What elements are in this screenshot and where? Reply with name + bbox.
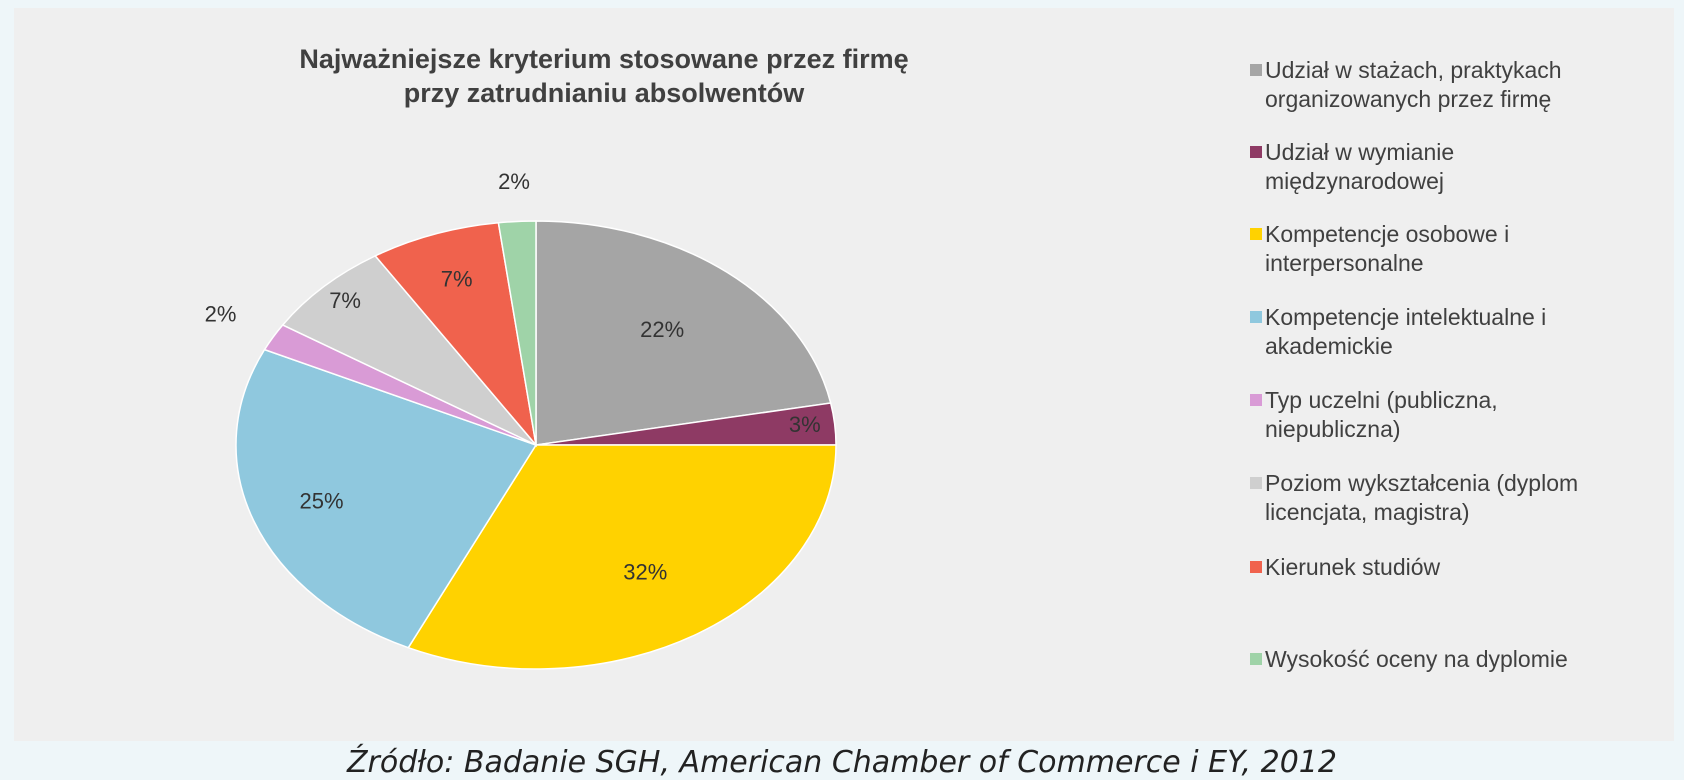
legend-label-7: Kierunek studiów [1265,554,1441,580]
chart-title: Najważniejsze kryterium stosowane przez … [194,42,1014,110]
pie-data-label-4: 25% [299,489,343,514]
pie-data-label-2: 3% [789,412,821,437]
legend-swatch-8 [1250,653,1262,665]
legend-swatch-6 [1250,477,1262,489]
chart-panel: Najważniejsze kryterium stosowane przez … [14,8,1674,741]
pie-data-label-5: 2% [205,301,237,326]
legend-label-1: Udział w stażach, praktykach organizowan… [1265,57,1562,112]
pie-chart: 22% 3% 32% 25% 2% 7% 7% 2% [205,169,837,670]
legend-item-4: Kompetencje intelektualne i akademickie [1250,303,1670,361]
legend-label-6: Poziom wykształcenia (dyplom licencjata,… [1265,470,1579,525]
legend-label-5: Typ uczelni (publiczna, niepubliczna) [1265,387,1498,442]
legend-item-7: Kierunek studiów [1250,553,1670,582]
legend-item-1: Udział w stażach, praktykach organizowan… [1250,56,1670,114]
legend-label-2: Udział w wymianie międzynarodowej [1265,139,1455,194]
chart-title-line-2: przy zatrudnianiu absolwentów [403,78,805,108]
pie-slice-1 [535,220,832,446]
chart-title-line-1: Najważniejsze kryterium stosowane przez … [299,44,909,74]
legend-swatch-2 [1250,146,1262,158]
pie-data-label-8: 2% [498,169,530,194]
legend-swatch-4 [1250,311,1262,323]
legend-item-8: Wysokość oceny na dyplomie [1250,645,1670,674]
legend-swatch-3 [1250,228,1262,240]
pie-data-label-1: 22% [640,317,684,342]
legend-item-5: Typ uczelni (publiczna, niepubliczna) [1250,386,1670,444]
pie-slice-3 [407,444,837,670]
pie-data-label-3: 32% [623,559,667,584]
legend-label-3: Kompetencje osobowe i interpersonalne [1265,221,1510,276]
legend-item-6: Poziom wykształcenia (dyplom licencjata,… [1250,469,1670,527]
legend-label-8: Wysokość oceny na dyplomie [1265,646,1568,672]
pie-slice-4 [235,348,538,649]
legend-swatch-7 [1250,561,1262,573]
pie-slice-7 [374,221,538,448]
legend-swatch-1 [1250,64,1262,76]
source-caption: Źródło: Badanie SGH, American Chamber of… [347,745,1337,780]
legend-swatch-5 [1250,394,1262,406]
legend-item-2: Udział w wymianie międzynarodowej [1250,138,1670,196]
pie-slice-6 [281,254,537,446]
pie-data-label-6: 7% [329,288,361,313]
pie-data-label-7: 7% [441,266,473,291]
legend-item-3: Kompetencje osobowe i interpersonalne [1250,220,1670,278]
pie-slice-8 [497,220,537,446]
legend-label-4: Kompetencje intelektualne i akademickie [1265,304,1547,359]
